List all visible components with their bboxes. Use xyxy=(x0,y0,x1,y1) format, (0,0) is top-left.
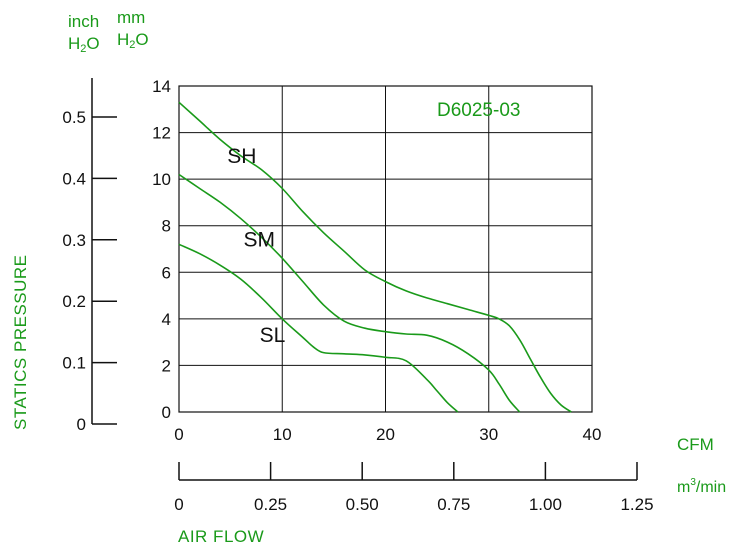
inch-unit-h: H xyxy=(68,34,80,53)
m3-tick-label: 0.25 xyxy=(254,495,287,514)
m3-tick-label: 0.50 xyxy=(346,495,379,514)
cfm-tick-label: 0 xyxy=(174,425,183,444)
mm-tick-label: 6 xyxy=(162,263,171,282)
chart-title: D6025-03 xyxy=(437,100,520,121)
inch-tick-label: 0.3 xyxy=(62,231,86,250)
inch-axis: 0 0.1 0.2 0.3 0.4 0.5 xyxy=(62,78,117,434)
inch-unit-o: O xyxy=(86,34,99,53)
mm-tick-label: 0 xyxy=(162,403,171,422)
mm-unit-o: O xyxy=(135,30,148,49)
mm-tick-label: 8 xyxy=(162,217,171,236)
cfm-tick-label: 40 xyxy=(583,425,602,444)
series-line-sm xyxy=(178,173,521,413)
m3-unit-base: m xyxy=(677,479,690,496)
plot-grid xyxy=(178,85,593,413)
m3-unit-label: m3/min xyxy=(677,477,726,496)
series-label-sm: SM xyxy=(244,229,276,252)
m3-axis: 0 0.25 0.50 0.75 1.00 1.25 xyxy=(174,462,654,514)
series-label-sh: SH xyxy=(227,145,256,168)
series-line-sl xyxy=(178,243,459,413)
m3-tick-label: 1.00 xyxy=(529,495,562,514)
series-line-sh xyxy=(178,101,572,413)
inch-tick-label: 0.4 xyxy=(62,169,86,188)
cfm-tick-label: 10 xyxy=(273,425,292,444)
cfm-unit-label: CFM xyxy=(677,435,714,454)
m3-tick-label: 0.75 xyxy=(437,495,470,514)
m3-unit-tail: /min xyxy=(696,479,726,496)
m3-tick-label: 1.25 xyxy=(620,495,653,514)
mm-tick-label: 14 xyxy=(152,77,171,96)
mm-unit-sub: 2 xyxy=(129,39,135,51)
inch-tick-label: 0.5 xyxy=(62,108,86,127)
mm-tick-label: 10 xyxy=(152,170,171,189)
mm-unit-top: mm xyxy=(117,8,145,27)
inch-unit-top: inch xyxy=(68,12,99,31)
m3-tick-label: 0 xyxy=(174,495,183,514)
cfm-tick-labels: 0 10 20 30 40 xyxy=(174,425,601,444)
cfm-tick-label: 30 xyxy=(479,425,498,444)
inch-tick-label: 0.1 xyxy=(62,354,86,373)
inch-tick-label: 0 xyxy=(77,415,86,434)
mm-unit-bottom: H2O xyxy=(117,30,149,51)
x-axis-title: AIR FLOW xyxy=(178,527,264,546)
inch-unit-bottom: H2O xyxy=(68,34,100,55)
cfm-tick-label: 20 xyxy=(376,425,395,444)
mm-unit-h: H xyxy=(117,30,129,49)
m3-unit-sup: 3 xyxy=(690,477,696,488)
inch-unit-sub: 2 xyxy=(80,43,86,55)
mm-tick-label: 12 xyxy=(152,124,171,143)
y-axis-title: STATICS PRESSURE xyxy=(11,254,30,430)
inch-tick-label: 0.2 xyxy=(62,292,86,311)
mm-tick-label: 4 xyxy=(162,310,171,329)
mm-tick-label: 2 xyxy=(162,356,171,375)
mm-tick-labels: 0 2 4 6 8 10 12 14 xyxy=(152,77,171,422)
series-curves: SH SM SL xyxy=(178,101,572,413)
series-label-sl: SL xyxy=(260,324,286,347)
